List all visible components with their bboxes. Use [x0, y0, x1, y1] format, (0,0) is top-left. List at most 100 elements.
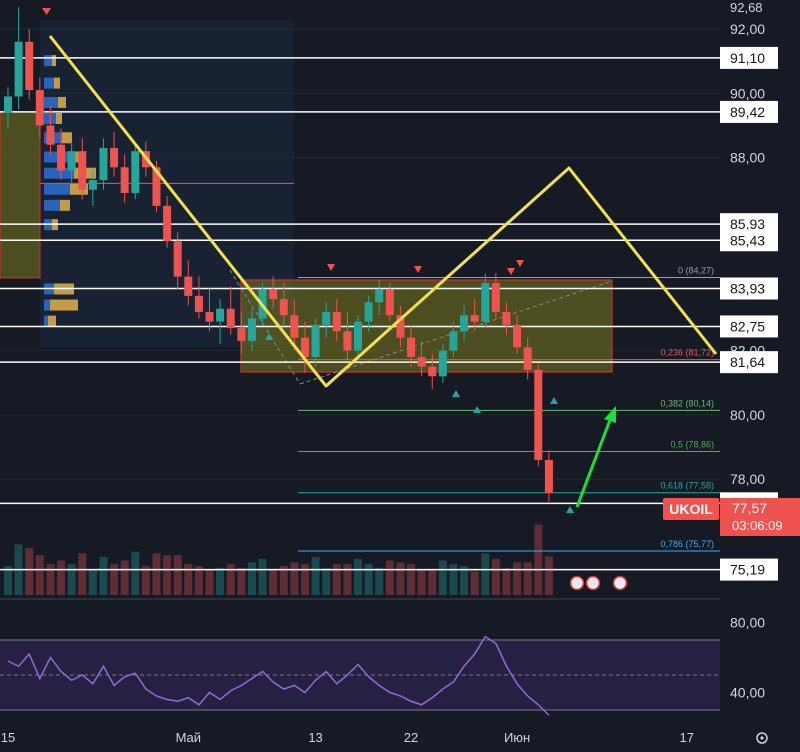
signal-markers: [42, 8, 574, 513]
price-axis[interactable]: 92,0090,0088,0082,0080,0078,0092,6891,10…: [720, 0, 778, 701]
symbol-label: UKOIL: [669, 501, 713, 517]
profile-bar-buy: [44, 77, 54, 89]
candle-body: [502, 311, 511, 325]
time-axis[interactable]: 15 Май 13 22 Июн 17: [1, 730, 694, 745]
candle-body: [173, 241, 182, 277]
candle-body: [194, 295, 203, 312]
price-tick-label: 92,00: [730, 21, 765, 37]
volume-bar: [110, 564, 119, 595]
volume-bar: [407, 564, 416, 595]
volume-bar: [67, 564, 76, 595]
price-tick-label: 90,00: [730, 85, 765, 101]
candle-body: [481, 283, 490, 322]
candle-body: [438, 350, 447, 377]
time-tick-label: Май: [176, 730, 201, 745]
profile-bar-sell: [69, 151, 83, 163]
price-tick-label: 88,00: [730, 150, 765, 166]
flag-icon[interactable]: [585, 575, 601, 591]
volume-bars: [4, 524, 553, 595]
price-label-last: UKOIL 77,57 03:06:09: [663, 498, 800, 536]
profile-bar-buy: [44, 151, 69, 163]
candle-body: [343, 331, 352, 351]
level-badge: [720, 277, 778, 300]
time-tick-label: 15: [1, 730, 15, 745]
last-price-badge: [720, 498, 800, 536]
candle-body: [216, 308, 225, 322]
candle-body: [428, 366, 437, 377]
volume-bar: [311, 557, 320, 595]
volume-bar: [460, 566, 469, 595]
volume-bar: [417, 569, 426, 595]
profile-bar-sell: [62, 132, 72, 144]
volume-bar: [470, 571, 479, 595]
fib-label: 0,618 (77,58): [660, 481, 714, 491]
projection-arrow: [575, 411, 615, 508]
level-badge-label: 75,19: [730, 562, 765, 578]
candle-body: [4, 96, 12, 113]
event-icons[interactable]: [569, 575, 628, 591]
candle-body: [396, 315, 405, 338]
time-tick-label: 22: [404, 730, 418, 745]
level-badge-label: 91,10: [730, 50, 765, 66]
flag-icon[interactable]: [612, 575, 628, 591]
candle-body: [417, 357, 426, 367]
candle-body: [35, 90, 44, 126]
profile-bar-sell: [50, 299, 78, 311]
time-tick-label: Июн: [504, 730, 530, 745]
candle-body: [57, 144, 66, 171]
candle-body: [152, 167, 161, 206]
volume-bar: [173, 555, 182, 595]
buy-signal: [550, 397, 558, 404]
candle-body: [332, 311, 341, 332]
volume-bar: [385, 560, 394, 595]
profile-bar-sell: [56, 113, 62, 124]
candle-body: [375, 289, 384, 303]
volume-bar: [247, 562, 256, 595]
volume-bar: [205, 569, 214, 595]
profile-bar-sell: [60, 199, 70, 211]
flag-icon[interactable]: [569, 575, 585, 591]
level-badge-label: 82,75: [730, 318, 765, 334]
candle-body: [247, 318, 256, 341]
fib-label: 0,786 (75,77): [660, 539, 714, 549]
candle-body: [131, 151, 140, 193]
volume-bar: [141, 566, 150, 595]
candle-body: [513, 324, 522, 348]
volume-bar: [131, 551, 140, 595]
level-badge-label: 85,43: [730, 232, 765, 248]
volume-bar: [544, 556, 553, 595]
fib-label: 0,236 (81,72): [660, 348, 714, 358]
profile-bar-buy: [44, 55, 52, 67]
candle-body: [385, 289, 394, 316]
buy-signal: [265, 333, 273, 340]
profile-bar-buy: [44, 183, 70, 195]
candle-body: [205, 311, 214, 322]
horizontal-levels: [0, 57, 720, 571]
gear-icon[interactable]: [756, 732, 768, 744]
profile-bar-sell: [58, 96, 66, 108]
volume-bar: [46, 564, 55, 595]
candle-body: [226, 308, 235, 329]
candle-body: [354, 321, 362, 351]
gear-icon-hub: [760, 736, 764, 740]
volume-bar: [279, 566, 288, 595]
candle-body: [449, 331, 458, 351]
candle-body: [14, 41, 23, 97]
fib-label: 0,382 (80,14): [660, 398, 714, 408]
volume-bar: [481, 553, 490, 595]
sell-signal: [414, 266, 422, 273]
candle-body: [290, 315, 299, 338]
candle-body: [163, 205, 172, 242]
level-badge: [720, 315, 778, 338]
candle-body: [322, 311, 331, 325]
fibonacci-levels: 0 (84,27) 0,236 (81,72) 0,382 (80,14) 0,5 (…: [298, 266, 720, 552]
settings-gear[interactable]: [756, 732, 768, 744]
level-badge: [720, 100, 778, 123]
candle-body: [491, 283, 500, 312]
volume-bar: [534, 524, 543, 595]
volume-bar: [491, 558, 500, 595]
candle-body: [269, 289, 278, 300]
time-tick-label: 13: [308, 730, 322, 745]
volume-bar: [290, 562, 299, 595]
